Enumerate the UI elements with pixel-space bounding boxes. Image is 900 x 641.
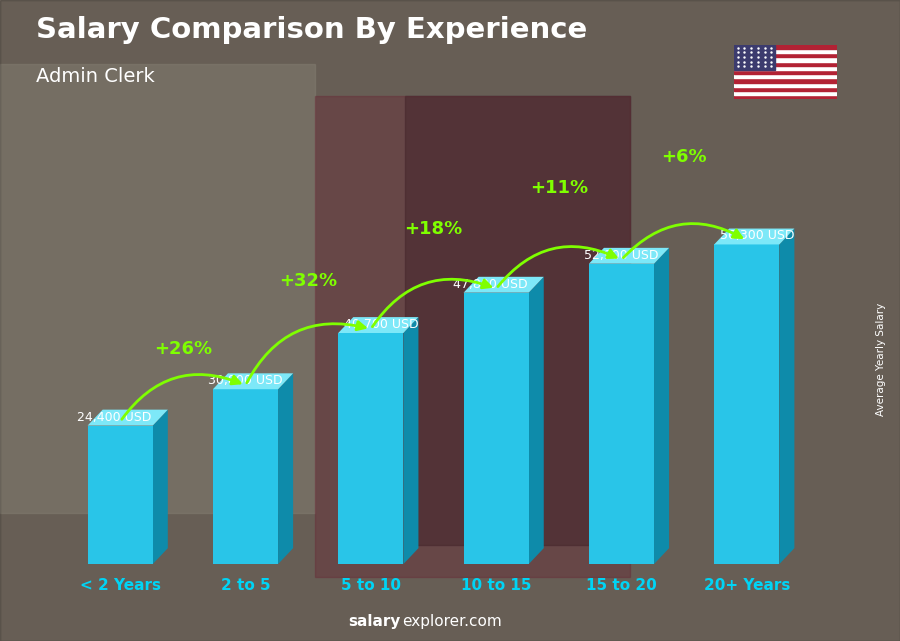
Text: 56,300 USD: 56,300 USD (719, 229, 794, 242)
Text: +11%: +11% (530, 179, 588, 197)
Polygon shape (278, 373, 293, 564)
Polygon shape (87, 426, 153, 564)
Bar (734, 87, 837, 91)
Polygon shape (213, 389, 278, 564)
Polygon shape (779, 229, 795, 564)
Bar (734, 53, 837, 58)
Text: 52,900 USD: 52,900 USD (584, 249, 659, 262)
Bar (734, 66, 837, 70)
Bar (734, 95, 837, 99)
Bar (734, 91, 837, 95)
Text: +18%: +18% (404, 220, 463, 238)
Bar (734, 45, 837, 49)
Polygon shape (87, 410, 167, 426)
Text: explorer.com: explorer.com (402, 615, 502, 629)
Polygon shape (338, 333, 403, 564)
Bar (405, 96, 630, 545)
Polygon shape (403, 317, 418, 564)
Text: salary: salary (348, 615, 400, 629)
Polygon shape (464, 277, 544, 293)
Polygon shape (464, 293, 528, 564)
Bar (734, 62, 837, 66)
Polygon shape (715, 229, 795, 244)
Text: +6%: +6% (662, 148, 706, 166)
Bar (734, 83, 837, 87)
Text: 40,700 USD: 40,700 USD (344, 318, 418, 331)
Text: Admin Clerk: Admin Clerk (36, 67, 155, 87)
Polygon shape (153, 410, 167, 564)
Text: 47,800 USD: 47,800 USD (453, 278, 527, 291)
Text: 24,400 USD: 24,400 USD (76, 411, 151, 424)
Bar (734, 78, 837, 83)
Bar (315, 96, 630, 577)
Bar (734, 49, 837, 53)
Polygon shape (338, 317, 418, 333)
Text: Salary Comparison By Experience: Salary Comparison By Experience (36, 16, 587, 44)
Bar (734, 45, 775, 70)
Bar (734, 58, 837, 62)
Polygon shape (589, 263, 654, 564)
Polygon shape (654, 248, 669, 564)
Text: +32%: +32% (279, 272, 338, 290)
Bar (734, 74, 837, 78)
Text: Average Yearly Salary: Average Yearly Salary (877, 303, 886, 415)
Bar (734, 70, 837, 74)
Polygon shape (715, 244, 779, 564)
Bar (0, 64, 315, 513)
Text: 30,800 USD: 30,800 USD (208, 374, 283, 387)
Polygon shape (589, 248, 669, 263)
Polygon shape (528, 277, 544, 564)
Text: +26%: +26% (154, 340, 211, 358)
Polygon shape (213, 373, 293, 389)
